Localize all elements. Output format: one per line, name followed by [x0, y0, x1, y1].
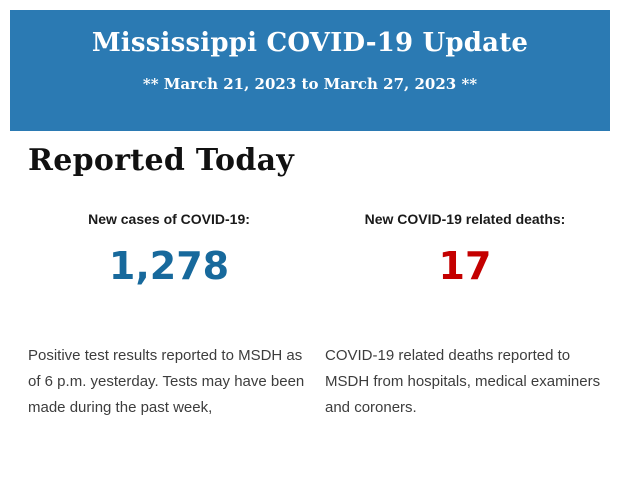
new-cases-label: New cases of COVID-19:	[88, 211, 250, 227]
page-title: Mississippi COVID-19 Update	[91, 28, 529, 58]
date-range-subtitle: ** March 21, 2023 to March 27, 2023 **	[142, 75, 478, 93]
stat-new-cases: New cases of COVID-19: 1,278 Positive te…	[28, 211, 310, 421]
report-body: Reported Today New cases of COVID-19: 1,…	[0, 131, 620, 421]
section-heading: Reported Today	[28, 143, 295, 178]
new-deaths-value: 17	[438, 244, 492, 288]
newsletter-page: Mississippi COVID-19 Update ** March 21,…	[0, 10, 620, 483]
new-deaths-label: New COVID-19 related deaths:	[364, 211, 566, 227]
stat-new-deaths: New COVID-19 related deaths: 17 COVID-19…	[325, 211, 605, 421]
stats-grid: New cases of COVID-19: 1,278 Positive te…	[28, 211, 600, 421]
new-deaths-description: COVID-19 related deaths reported to MSDH…	[325, 347, 601, 416]
new-cases-description: Positive test results reported to MSDH a…	[28, 347, 305, 416]
new-cases-value: 1,278	[108, 244, 230, 288]
header-banner: Mississippi COVID-19 Update ** March 21,…	[10, 10, 610, 131]
